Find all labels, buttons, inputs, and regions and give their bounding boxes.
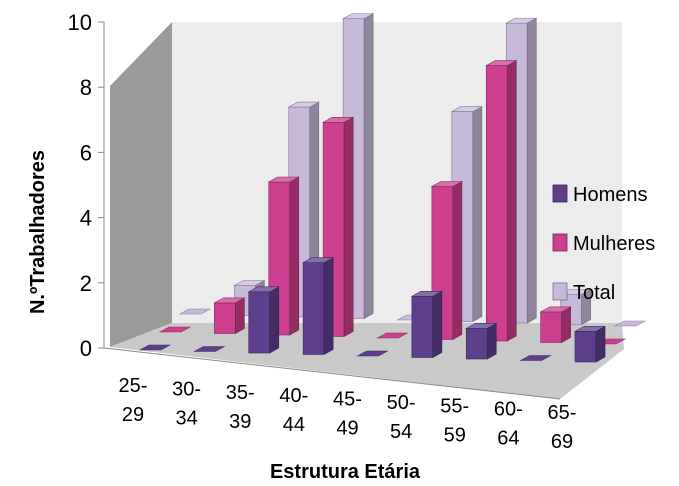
bar <box>466 323 496 359</box>
bar <box>541 307 571 343</box>
x-tick-label: 60-64 <box>494 399 523 450</box>
bar-side <box>344 117 353 336</box>
bar-side <box>562 307 571 343</box>
bar-side <box>527 18 536 323</box>
bar-side <box>507 61 516 341</box>
x-axis-title: Estrutura Etária <box>270 461 421 483</box>
bar-front <box>541 312 562 343</box>
y-axis-title: N.ºTrabalhadores <box>27 150 49 314</box>
legend-label: Mulheres <box>573 233 655 255</box>
bar-front <box>575 331 596 362</box>
legend-label: Total <box>573 282 615 304</box>
bar-front <box>412 296 433 357</box>
bar-side <box>433 291 442 357</box>
back-wall <box>172 22 622 323</box>
bar-front <box>466 328 487 359</box>
x-tick-label: 55-59 <box>440 395 469 446</box>
y-tick-label: 0 <box>80 336 92 361</box>
bar-side <box>235 298 244 334</box>
bar-side <box>487 323 496 359</box>
bar-side <box>453 182 462 340</box>
bar <box>575 326 605 362</box>
y-tick-label: 2 <box>80 271 92 296</box>
x-tick-label: 35-39 <box>226 382 255 433</box>
bar-side <box>290 177 299 335</box>
legend-swatch <box>553 234 567 251</box>
legend-swatch <box>553 185 567 202</box>
x-tick-label: 50-54 <box>387 392 416 443</box>
bar-side <box>364 14 373 319</box>
x-tick-label: 40-44 <box>279 385 308 436</box>
bar <box>412 291 442 357</box>
y-tick-label: 8 <box>80 75 92 100</box>
y-tick-label: 4 <box>80 206 92 231</box>
bar-side <box>473 107 482 322</box>
y-axis: 0 2 4 6 8 10 <box>68 10 104 361</box>
bar-front <box>249 292 270 353</box>
x-tick-label: 45-49 <box>333 389 362 440</box>
bar-front <box>486 66 507 341</box>
y-tick-label: 6 <box>80 140 92 165</box>
y-tick-label: 10 <box>68 10 92 35</box>
bar-front <box>214 303 235 334</box>
bar <box>303 258 333 355</box>
x-tick-label: 65-69 <box>548 402 577 453</box>
legend-label: Homens <box>573 184 647 206</box>
side-wall <box>110 22 172 347</box>
bar-side <box>596 326 605 362</box>
x-tick-label: 30-34 <box>172 378 201 429</box>
bar-front <box>303 263 324 355</box>
legend-swatch <box>553 283 567 300</box>
x-tick-label: 25-29 <box>119 375 148 426</box>
bar <box>214 298 244 334</box>
bar-side <box>324 258 333 355</box>
bar <box>249 287 279 353</box>
bar-side <box>270 287 279 353</box>
bar <box>486 61 516 341</box>
